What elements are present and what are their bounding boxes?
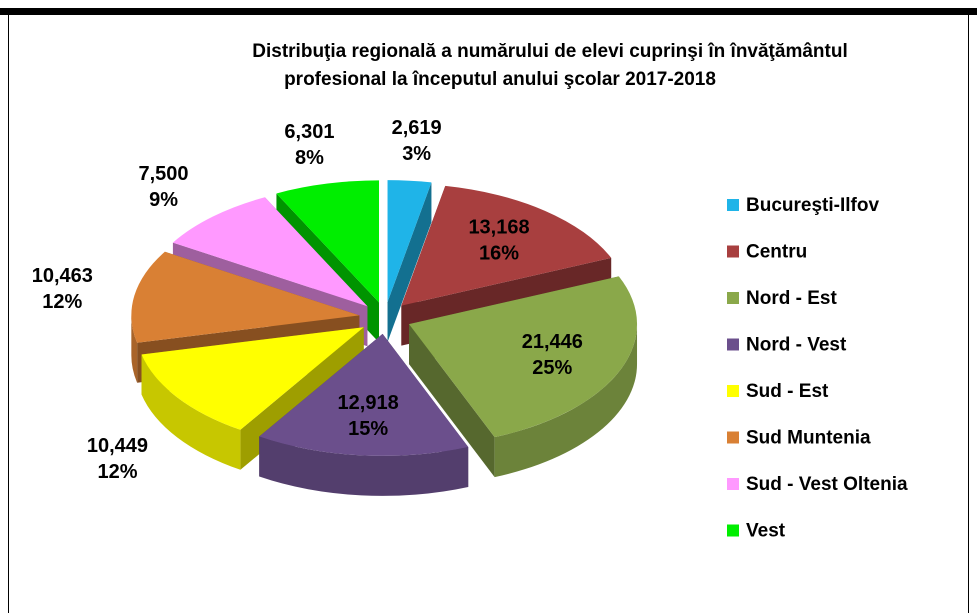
- slice-side: [131, 315, 138, 383]
- data-label: 12%: [42, 291, 82, 313]
- legend-label: Sud - Est: [746, 381, 829, 402]
- pie-slice: [131, 251, 360, 343]
- legend-swatch: [727, 524, 739, 537]
- data-label: 15%: [348, 418, 388, 440]
- slice-face: [387, 182, 432, 343]
- pie-slice: [259, 333, 469, 456]
- chart-title: Distribuţia regională a numărului de ele…: [252, 41, 847, 62]
- legend-label: Nord - Est: [746, 288, 837, 309]
- legend-swatch: [727, 338, 739, 351]
- data-label: 2,619: [392, 117, 442, 139]
- legend-label: Sud Muntenia: [746, 428, 871, 449]
- legend-swatch: [727, 478, 739, 490]
- pie-slice: [401, 185, 612, 306]
- slice-side: [494, 324, 638, 478]
- pie-slice: [409, 276, 638, 438]
- data-label: 21,446: [522, 331, 583, 353]
- data-label: 6,301: [284, 121, 334, 143]
- slice-side: [141, 354, 241, 470]
- data-label: 25%: [532, 357, 572, 379]
- legend-label: Vest: [746, 521, 786, 542]
- data-label: 10,449: [87, 435, 148, 457]
- data-label: 13,168: [468, 216, 529, 238]
- data-label: 9%: [149, 189, 178, 211]
- pie-slice: [172, 197, 368, 307]
- data-label: 3%: [402, 143, 431, 165]
- top-border: [0, 8, 977, 15]
- data-label: 12,918: [338, 392, 399, 414]
- legend-swatch: [727, 292, 739, 304]
- legend-label: Centru: [746, 242, 807, 263]
- data-label: 8%: [295, 147, 324, 169]
- pie-slice: [387, 180, 432, 303]
- legend-swatch: [727, 245, 739, 258]
- pie-slice: [141, 327, 364, 430]
- legend-label: Nord - Vest: [746, 335, 847, 356]
- legend-label: Bucureşti-Ilfov: [746, 195, 879, 216]
- slice-side: [259, 436, 469, 496]
- legend-swatch: [727, 385, 739, 397]
- legend-swatch: [727, 431, 739, 444]
- slice-face: [409, 324, 495, 478]
- data-label: 12%: [97, 461, 137, 483]
- pie-slice: [276, 180, 379, 303]
- data-label: 7,500: [139, 163, 189, 185]
- legend-label: Sud - Vest Oltenia: [746, 474, 908, 495]
- legend-swatch: [727, 199, 739, 211]
- data-label: 16%: [479, 242, 519, 264]
- chart-title: profesional la începutul anului şcolar 2…: [284, 69, 716, 90]
- data-label: 10,463: [32, 265, 93, 287]
